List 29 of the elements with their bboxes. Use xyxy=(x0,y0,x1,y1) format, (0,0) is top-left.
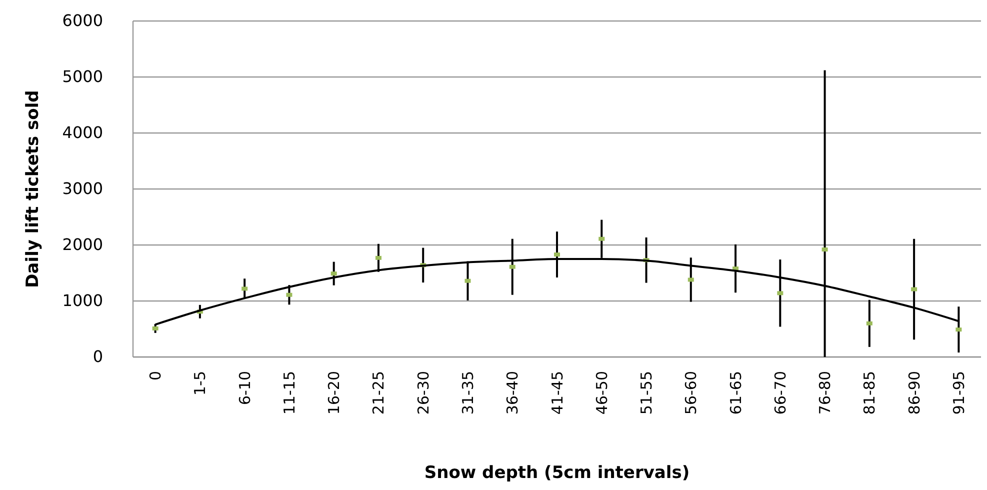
x-tick-label: 61-65 xyxy=(726,371,745,415)
x-tick-label: 0 xyxy=(146,371,165,381)
x-tick-label: 31-35 xyxy=(458,371,477,415)
x-tick-label: 11-15 xyxy=(280,371,298,415)
x-tick-label: 81-85 xyxy=(860,371,879,415)
y-tick-label: 0 xyxy=(92,347,103,366)
x-tick-label: 1-5 xyxy=(191,371,210,396)
y-tick-label: 4000 xyxy=(62,123,103,142)
x-tick-label: 56-60 xyxy=(682,371,700,415)
x-tick-label: 86-90 xyxy=(905,371,924,415)
x-tick-label: 36-40 xyxy=(504,371,522,415)
y-tick-label: 6000 xyxy=(62,11,103,30)
x-tick-label: 91-95 xyxy=(950,371,968,415)
y-tick-label: 3000 xyxy=(62,179,103,198)
x-tick-label: 21-25 xyxy=(370,371,388,415)
x-tick-label: 16-20 xyxy=(325,371,344,415)
y-tick-label: 5000 xyxy=(62,67,103,86)
x-tick-label: 76-80 xyxy=(816,371,834,415)
x-tick-label: 41-45 xyxy=(548,371,566,415)
x-tick-label: 51-55 xyxy=(638,371,656,415)
y-tick-label: 1000 xyxy=(62,291,103,310)
x-tick-label: 66-70 xyxy=(771,371,790,415)
y-tick-label: 2000 xyxy=(62,235,103,254)
x-axis-title: Snow depth (5cm intervals) xyxy=(424,463,690,483)
x-tick-label: 26-30 xyxy=(414,371,432,415)
x-tick-label: 46-50 xyxy=(592,371,611,415)
y-axis-title: Daily lift tickets sold xyxy=(23,90,43,288)
x-tick-label: 6-10 xyxy=(236,371,254,406)
point xyxy=(554,252,560,257)
